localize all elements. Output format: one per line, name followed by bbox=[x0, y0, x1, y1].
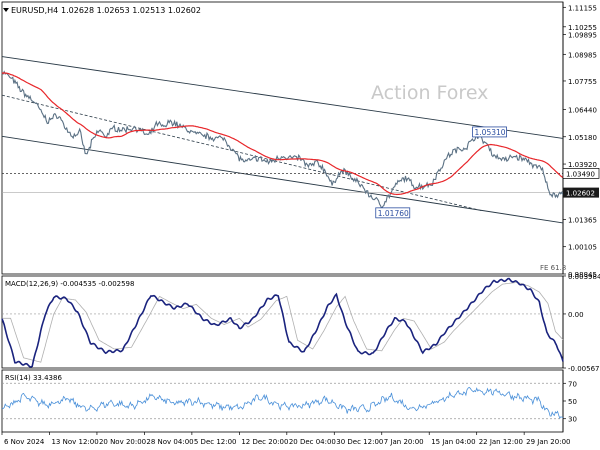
price-y-tick: 0.98845 bbox=[568, 271, 597, 279]
annotation-high-box bbox=[472, 126, 507, 138]
x-tick-label: 20 Dec 04:00 bbox=[289, 438, 336, 446]
x-tick-label: 13 Nov 12:00 bbox=[51, 438, 98, 446]
fe-note: FE 61.8 bbox=[540, 264, 566, 272]
annotation-low: 1.01760 bbox=[378, 209, 409, 218]
x-tick-label: 20 Nov 20:00 bbox=[99, 438, 146, 446]
watermark: Action Forex bbox=[371, 82, 488, 104]
macd-signal-line bbox=[2, 281, 564, 363]
rsi-line bbox=[1, 386, 564, 420]
chart-header-symbol: EURUSD,H4 bbox=[11, 6, 58, 15]
price-y-tick: 1.00105 bbox=[568, 244, 597, 252]
channel-lower-line bbox=[1, 135, 564, 224]
price-y-tick: 1.07755 bbox=[568, 78, 597, 86]
level-price-label: 1.03490 bbox=[566, 170, 595, 178]
macd-y-tick: 0.00 bbox=[568, 311, 584, 319]
macd-main-line bbox=[1, 277, 564, 368]
price-y-tick: 1.01365 bbox=[568, 216, 597, 224]
macd-label: MACD(12,26,9) -0.004535 -0.002598 bbox=[5, 280, 134, 288]
channel-mid-dashed-line bbox=[1, 94, 484, 212]
x-tick-label: 12 Dec 20:00 bbox=[241, 438, 288, 446]
price-y-tick: 1.09895 bbox=[568, 32, 597, 40]
x-tick-label: 5 Dec 12:00 bbox=[194, 438, 237, 446]
x-tick-label: 7 Jan 20:00 bbox=[384, 438, 424, 446]
price-y-tick: 1.11155 bbox=[568, 4, 597, 12]
price-y-tick: 1.05180 bbox=[568, 134, 597, 142]
x-tick-label: 6 Nov 2024 bbox=[4, 438, 45, 446]
dropdown-triangle-icon bbox=[3, 8, 9, 12]
x-tick-label: 30 Dec 12:00 bbox=[336, 438, 383, 446]
moving-average-line bbox=[1, 72, 564, 196]
rsi-label: RSI(14) 33.4386 bbox=[5, 374, 62, 382]
channel-upper-line bbox=[1, 56, 564, 139]
rsi-panel[interactable]: RSI(14) 33.4386 70 50 30 bbox=[1, 369, 577, 433]
rsi-y-tick: 50 bbox=[568, 398, 577, 406]
annotation-high: 1.05310 bbox=[475, 128, 506, 137]
x-tick-label: 15 Jan 04:00 bbox=[431, 438, 475, 446]
price-y-tick: 1.10255 bbox=[568, 24, 597, 32]
rsi-y-tick: 30 bbox=[568, 416, 577, 424]
annotation-low-box bbox=[375, 207, 411, 219]
macd-y-tick: -0.00567 bbox=[568, 365, 599, 373]
price-y-tick: 1.03920 bbox=[568, 161, 597, 169]
price-line bbox=[1, 70, 564, 210]
price-panel-frame bbox=[1, 1, 564, 275]
rsi-panel-frame bbox=[1, 369, 564, 433]
current-price-box bbox=[563, 187, 599, 198]
chart-header-ohlc: 1.02628 1.02653 1.02513 1.02602 bbox=[61, 6, 201, 15]
macd-panel-frame bbox=[1, 275, 564, 369]
macd-y-tick: 0.003984 bbox=[568, 273, 600, 281]
x-tick-label: 28 Nov 04:00 bbox=[146, 438, 193, 446]
rsi-y-tick: 70 bbox=[568, 380, 577, 388]
level-price-box bbox=[562, 168, 600, 179]
x-tick-label: 29 Jan 20:00 bbox=[526, 438, 570, 446]
price-y-tick: 1.06440 bbox=[568, 106, 597, 114]
macd-panel[interactable]: MACD(12,26,9) -0.004535 -0.002598 0.00398… bbox=[1, 273, 600, 373]
price-y-tick: 1.08985 bbox=[568, 51, 597, 59]
current-price-label: 1.02602 bbox=[566, 190, 595, 198]
x-tick-label: 22 Jan 12:00 bbox=[479, 438, 523, 446]
x-axis: 6 Nov 2024 13 Nov 12:00 20 Nov 20:00 28 Nov… bbox=[1, 432, 570, 446]
